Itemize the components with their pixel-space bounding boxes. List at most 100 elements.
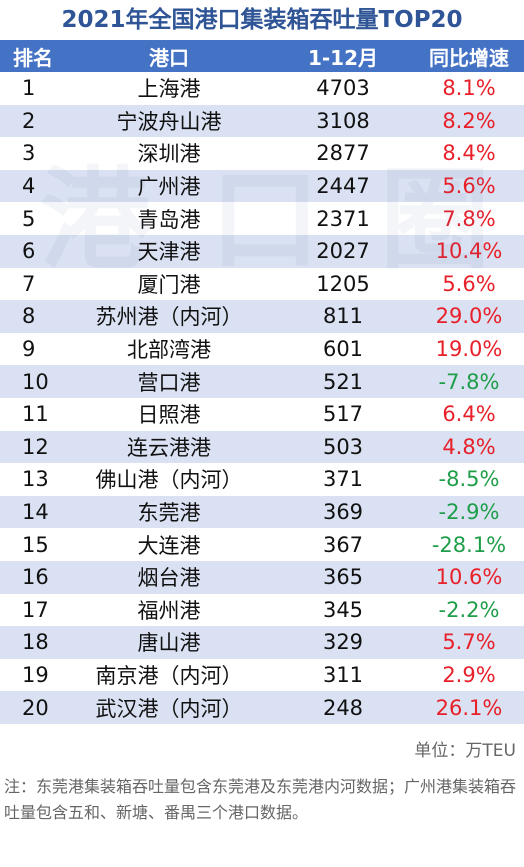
rank-cell: 6: [0, 234, 66, 268]
throughput-cell: 1205: [316, 271, 370, 296]
port-name-cell: 北部湾港: [127, 338, 211, 363]
growth-cell: 8.1%: [442, 76, 496, 101]
rank-cell: 3: [22, 141, 36, 166]
throughput-cell: 367: [322, 532, 364, 557]
table-row: 16 烟台港 365 10.6%: [0, 560, 524, 594]
throughput-cell: 2371: [316, 206, 370, 231]
port-name-cell: 武汉港（内河）: [66, 691, 272, 724]
growth-cell: 7.8%: [442, 206, 496, 231]
growth-cell: 5.6%: [414, 169, 524, 203]
rank-cell: 7: [22, 271, 36, 296]
header-row: 排名 港口 1-12月 同比增速: [0, 40, 524, 72]
throughput-cell: 365: [272, 560, 414, 594]
port-name-cell: 上海港: [137, 77, 201, 102]
port-name-cell: 营口港: [66, 365, 272, 398]
table-row: 18 唐山港 329 5.7%: [0, 626, 524, 659]
rank-cell: 4: [0, 169, 66, 203]
throughput-cell: 521: [272, 365, 414, 398]
port-name-cell: 日照港: [137, 403, 201, 428]
port-name-cell: 广州港: [66, 169, 272, 203]
port-name-cell: 大连港: [137, 533, 201, 558]
growth-cell: 29.0%: [414, 300, 524, 333]
table-row: 9 北部湾港 601 19.0%: [0, 333, 524, 366]
rank-cell: 8: [0, 300, 66, 333]
growth-cell: 6.4%: [442, 402, 496, 427]
footnote: 注：东莞港集装箱吞吐量包含东莞港及东莞港内河数据；广州港集装箱吞吐量包含五和、新…: [4, 777, 517, 822]
header-value: 1-12月: [272, 40, 414, 72]
growth-cell: 4.8%: [414, 430, 524, 464]
throughput-cell: 3108: [272, 104, 414, 138]
table-row: 3 深圳港 2877 8.4%: [0, 137, 524, 170]
table-row: 2 宁波舟山港 3108 8.2%: [0, 104, 524, 138]
throughput-cell: 811: [272, 300, 414, 333]
port-name-cell: 南京港（内河）: [95, 663, 243, 688]
table-row: 12 连云港港 503 4.8%: [0, 430, 524, 464]
growth-cell: 10.4%: [414, 234, 524, 268]
table-row: 20 武汉港（内河） 248 26.1%: [0, 691, 524, 724]
table-row: 10 营口港 521 -7.8%: [0, 365, 524, 398]
throughput-cell: 503: [272, 430, 414, 464]
header-port: 港口: [66, 40, 272, 72]
page-title: 2021年全国港口集装箱吞吐量TOP20: [61, 7, 463, 33]
throughput-cell: 248: [272, 691, 414, 724]
throughput-cell: 601: [322, 337, 364, 362]
table-row: 8 苏州港（内河） 811 29.0%: [0, 300, 524, 333]
rank-cell: 19: [22, 662, 49, 687]
port-name-cell: 天津港: [66, 234, 272, 268]
table-row: 6 天津港 2027 10.4%: [0, 234, 524, 268]
rank-cell: 14: [0, 495, 66, 529]
table-row: 13 佛山港（内河） 371 -8.5%: [0, 463, 524, 496]
port-name-cell: 东莞港: [66, 495, 272, 529]
throughput-cell: 369: [272, 495, 414, 529]
throughput-cell: 371: [322, 467, 364, 492]
throughput-cell: 2877: [316, 141, 370, 166]
table-row: 15 大连港 367 -28.1%: [0, 528, 524, 561]
header-rank: 排名: [0, 40, 66, 72]
throughput-cell: 329: [272, 626, 414, 659]
port-name-cell: 福州港: [137, 598, 201, 623]
header-growth: 同比增速: [414, 40, 524, 72]
port-name-cell: 佛山港（内河）: [95, 468, 243, 493]
table-row: 11 日照港 517 6.4%: [0, 398, 524, 431]
growth-cell: 8.4%: [442, 141, 496, 166]
table-row: 7 厦门港 1205 5.6%: [0, 268, 524, 301]
throughput-cell: 311: [322, 662, 364, 687]
rank-cell: 15: [22, 532, 49, 557]
port-name-cell: 深圳港: [137, 142, 201, 167]
growth-cell: -7.8%: [414, 365, 524, 398]
growth-cell: -28.1%: [431, 532, 507, 557]
rank-cell: 11: [22, 402, 49, 427]
throughput-cell: 2447: [272, 169, 414, 203]
growth-cell: -2.2%: [438, 597, 500, 622]
table-row: 17 福州港 345 -2.2%: [0, 594, 524, 627]
unit-label: 单位：万TEU: [414, 741, 516, 761]
table-row: 4 广州港 2447 5.6%: [0, 169, 524, 203]
growth-cell: -2.9%: [414, 495, 524, 529]
rank-cell: 1: [22, 76, 36, 101]
table-row: 1 上海港 4703 8.1%: [0, 72, 524, 105]
rank-cell: 17: [22, 597, 49, 622]
port-name-cell: 苏州港（内河）: [66, 300, 272, 333]
table-row: 19 南京港（内河） 311 2.9%: [0, 659, 524, 692]
growth-cell: 2.9%: [442, 662, 496, 687]
port-name-cell: 宁波舟山港: [66, 104, 272, 138]
port-name-cell: 连云港港: [66, 430, 272, 464]
rank-cell: 10: [0, 365, 66, 398]
rank-cell: 2: [0, 104, 66, 138]
rank-cell: 5: [22, 206, 36, 231]
table-body: 1 上海港 4703 8.1% 2 宁波舟山港 3108 8.2% 3 深圳港 2877 8.4% 4 广…: [0, 72, 524, 724]
table-row: 14 东莞港 369 -2.9%: [0, 495, 524, 529]
growth-cell: 5.6%: [442, 271, 496, 296]
rank-cell: 18: [0, 626, 66, 659]
port-name-cell: 青岛港: [137, 207, 201, 232]
port-name-cell: 厦门港: [137, 272, 201, 297]
rank-cell: 13: [22, 467, 49, 492]
throughput-cell: 345: [322, 597, 364, 622]
port-ranking-table: 排名 港口 1-12月 同比增速 1 上海港 4703 8.1% 2 宁波舟山港 3108 8…: [0, 40, 524, 724]
growth-cell: 19.0%: [435, 337, 503, 362]
throughput-cell: 2027: [272, 234, 414, 268]
table-row: 5 青岛港 2371 7.8%: [0, 202, 524, 235]
port-name-cell: 烟台港: [66, 560, 272, 594]
growth-cell: -8.5%: [438, 467, 500, 492]
rank-cell: 9: [22, 337, 36, 362]
